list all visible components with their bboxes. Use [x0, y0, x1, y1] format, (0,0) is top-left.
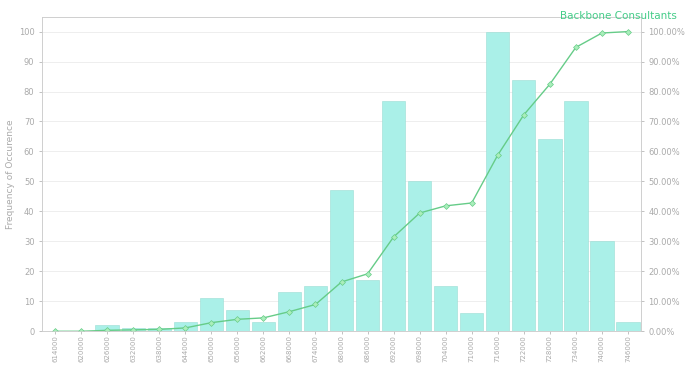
- Bar: [252, 322, 275, 331]
- Y-axis label: Frequency of Occurence: Frequency of Occurence: [6, 119, 15, 229]
- Bar: [278, 292, 301, 331]
- Bar: [486, 32, 509, 331]
- Bar: [356, 280, 379, 331]
- Bar: [304, 286, 328, 331]
- Bar: [512, 79, 536, 331]
- Bar: [148, 328, 171, 331]
- Bar: [460, 313, 484, 331]
- Bar: [382, 100, 406, 331]
- Bar: [226, 310, 249, 331]
- Bar: [434, 286, 457, 331]
- Bar: [538, 139, 562, 331]
- Bar: [200, 298, 223, 331]
- Bar: [173, 322, 197, 331]
- Bar: [408, 181, 431, 331]
- Text: Backbone Consultants: Backbone Consultants: [560, 11, 677, 21]
- Bar: [590, 241, 614, 331]
- Bar: [616, 322, 640, 331]
- Bar: [122, 328, 145, 331]
- Bar: [564, 100, 587, 331]
- Bar: [330, 190, 353, 331]
- Bar: [95, 325, 119, 331]
